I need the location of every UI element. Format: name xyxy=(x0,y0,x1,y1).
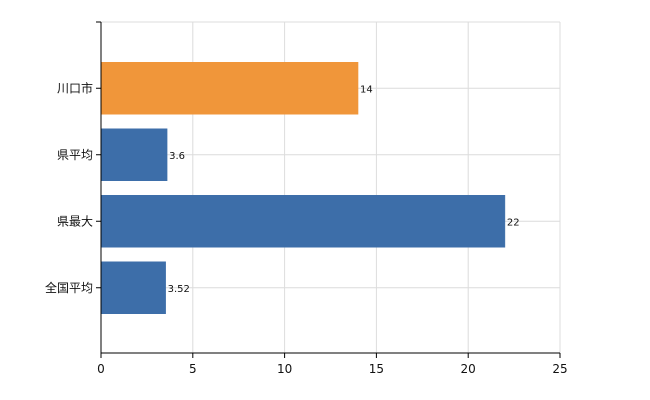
axes xyxy=(96,21,561,358)
category-label: 全国平均 xyxy=(45,280,93,295)
value-label: 14 xyxy=(360,84,373,95)
value-label: 3.6 xyxy=(169,151,185,162)
bar-4 xyxy=(100,261,166,314)
x-tick-label: 10 xyxy=(277,362,292,376)
bars xyxy=(100,62,506,314)
x-tick-label: 15 xyxy=(369,362,384,376)
bar-2 xyxy=(100,128,168,181)
category-label: 県平均 xyxy=(57,148,93,162)
value-label: 3.52 xyxy=(168,284,190,295)
x-tick-label: 5 xyxy=(189,362,197,376)
category-label: 川口市 xyxy=(57,80,93,95)
bar-3 xyxy=(100,195,506,248)
category-label: 県最大 xyxy=(57,214,93,228)
x-tick-label: 0 xyxy=(97,362,105,376)
value-label: 22 xyxy=(507,217,520,228)
x-tick-label: 20 xyxy=(461,362,476,376)
bar-1 xyxy=(100,62,359,115)
x-tick-label: 25 xyxy=(552,362,567,376)
